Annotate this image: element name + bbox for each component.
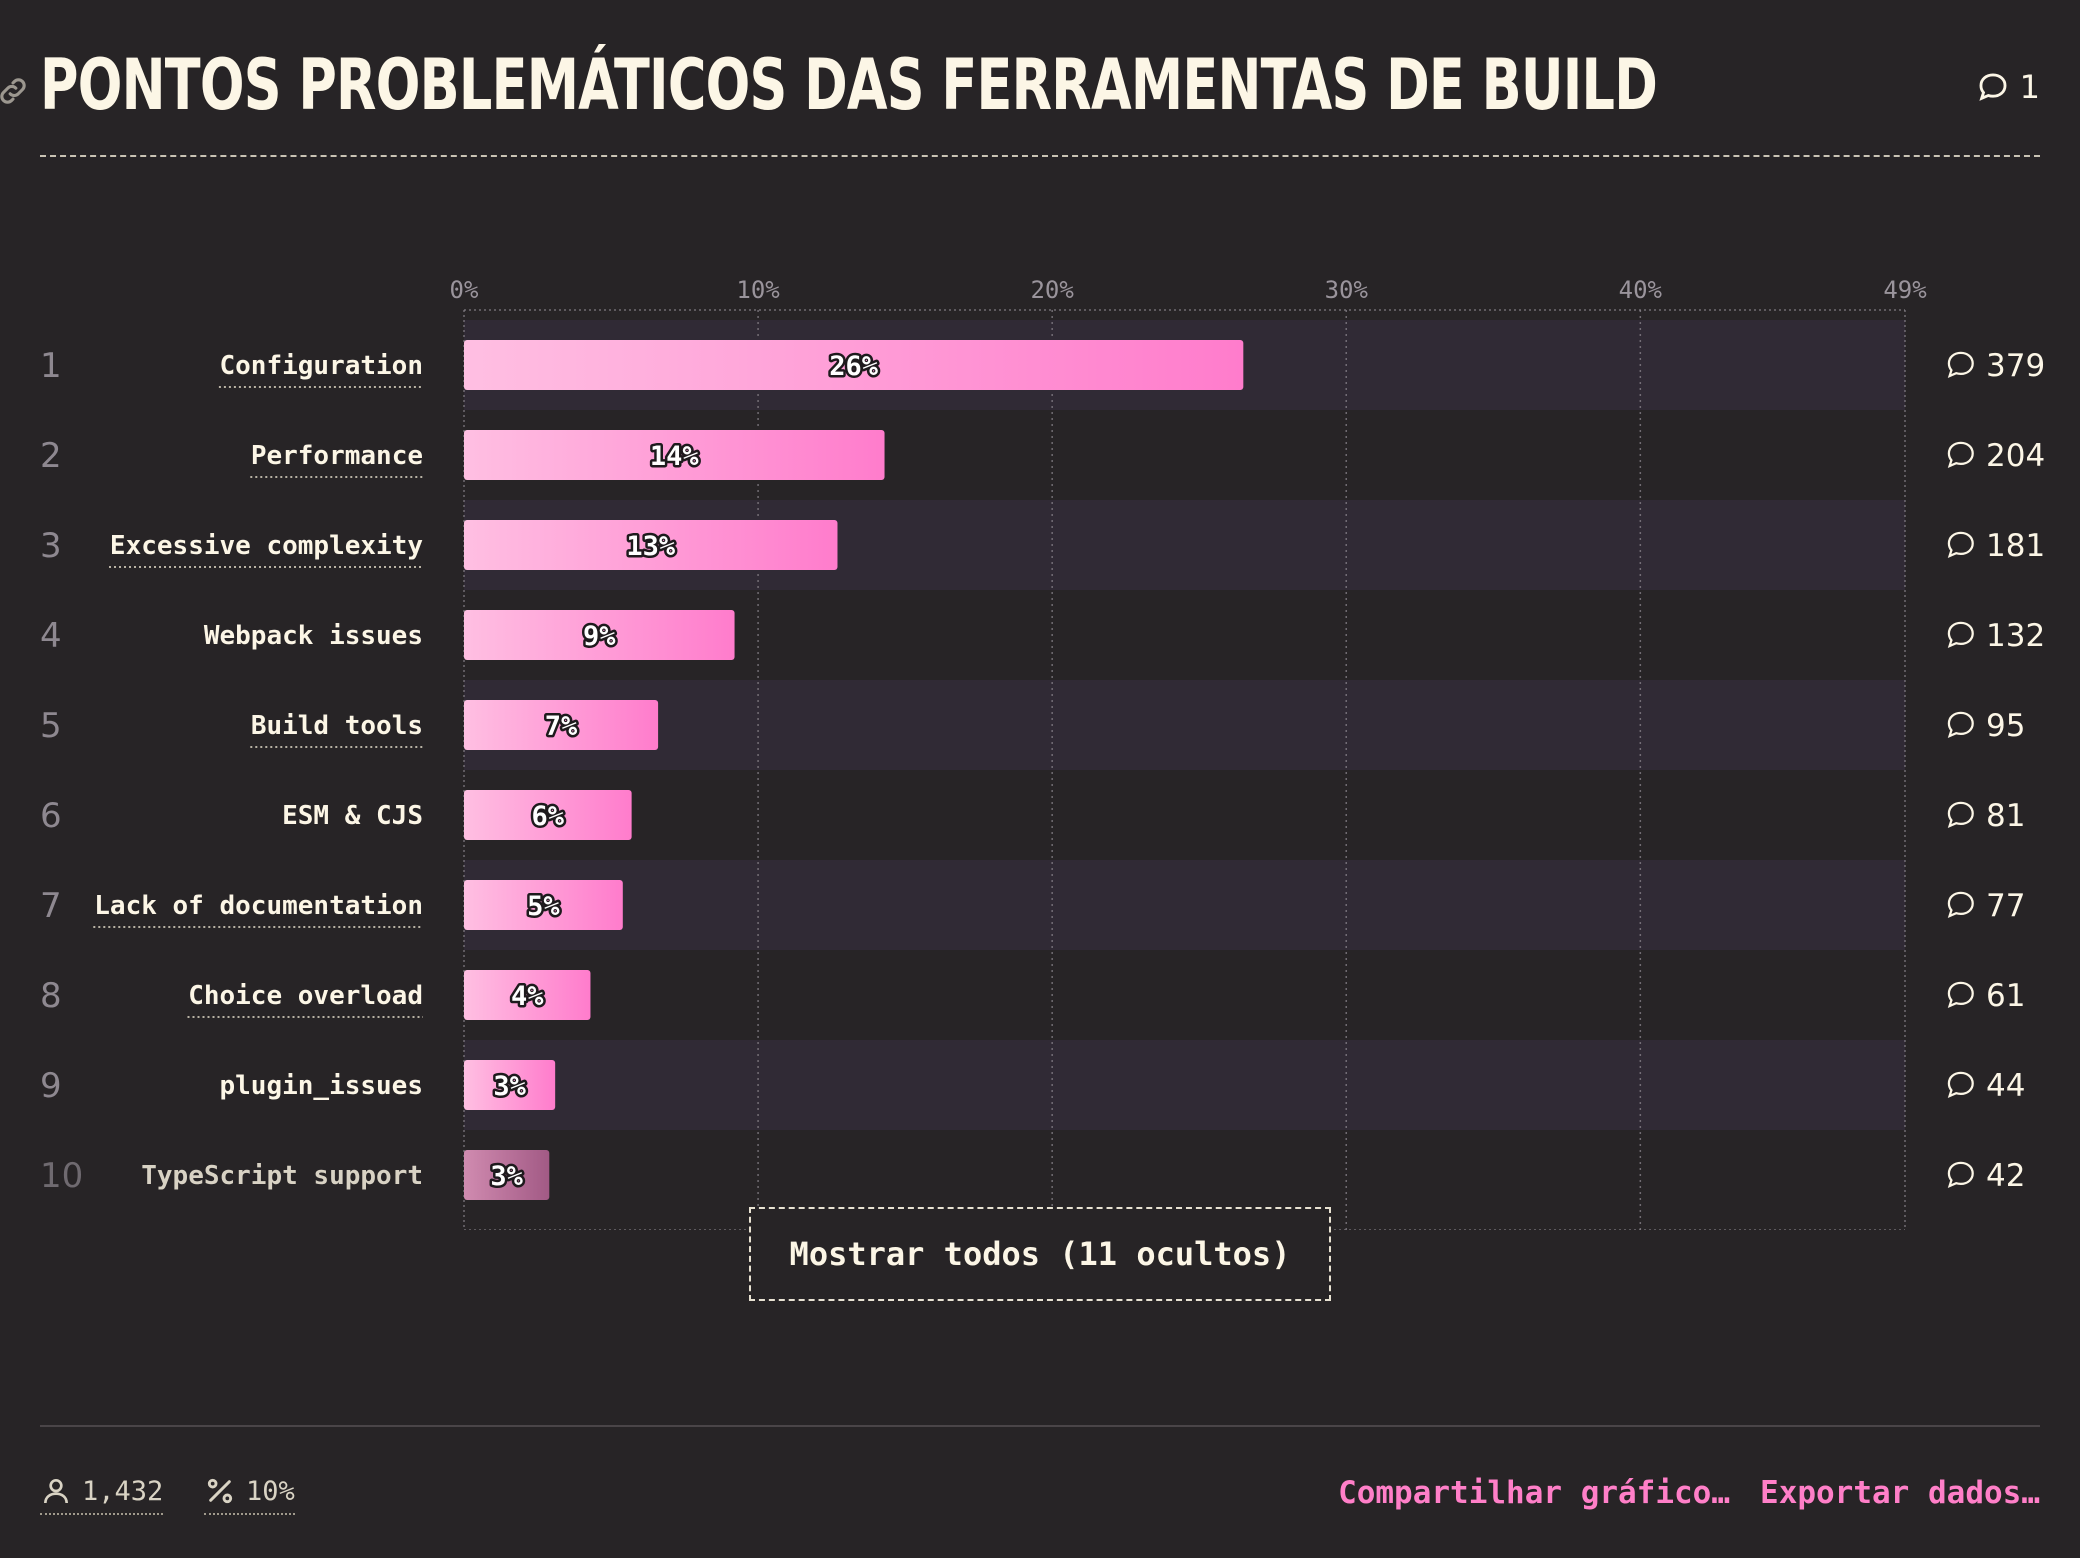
rank-label: 2	[40, 436, 62, 476]
category-label[interactable]: Configuration	[220, 351, 424, 381]
comment-count[interactable]: 379	[1986, 348, 2045, 384]
rank-label: 8	[40, 976, 62, 1016]
comment-icon	[1947, 1161, 1974, 1188]
percent-value: 10%	[246, 1475, 295, 1507]
row-comments-button[interactable]	[1947, 801, 1974, 828]
row-band	[464, 680, 1905, 770]
share-chart-link[interactable]: Compartilhar gráfico…	[1338, 1475, 1730, 1511]
row-comments-button[interactable]	[1947, 891, 1974, 918]
rank-label: 7	[40, 886, 62, 926]
bar[interactable]	[464, 700, 659, 750]
bar-value-label: 5%	[527, 891, 560, 922]
row-comments-button[interactable]	[1947, 531, 1974, 558]
comment-icon	[1947, 711, 1974, 738]
row-comments-button[interactable]	[1947, 351, 1974, 378]
percent-icon	[207, 1478, 233, 1504]
rank-label: 6	[40, 796, 62, 836]
comment-count[interactable]: 81	[1986, 798, 2025, 834]
comment-icon	[1947, 1071, 1974, 1098]
row-comments-button[interactable]	[1947, 1161, 1974, 1188]
comment-icon	[1947, 621, 1974, 648]
footer-divider	[40, 1425, 2040, 1427]
row-band	[464, 1040, 1905, 1130]
comment-count[interactable]: 132	[1986, 618, 2045, 654]
link-icon[interactable]	[0, 74, 30, 108]
bar[interactable]	[464, 520, 838, 570]
row-band	[464, 860, 1905, 950]
category-label[interactable]: Webpack issues	[204, 621, 423, 651]
bar-value-label: 14%	[650, 441, 700, 472]
tick-label-top: 49%	[1883, 276, 1927, 304]
chart-title: PONTOS PROBLEMÁTICOS DAS FERRAMENTAS DE …	[40, 44, 1658, 126]
category-label[interactable]: Excessive complexity	[110, 531, 423, 561]
export-data-link[interactable]: Exportar dados…	[1760, 1475, 2040, 1511]
percent-stat[interactable]: 10%	[204, 1475, 295, 1515]
comment-count[interactable]: 77	[1986, 888, 2025, 924]
row-comments-button[interactable]	[1947, 981, 1974, 1008]
user-icon	[44, 1479, 68, 1504]
comment-count[interactable]: 61	[1986, 978, 2025, 1014]
rank-label: 1	[40, 346, 62, 386]
bar-value-label: 4%	[511, 981, 544, 1012]
chart-footer: 1,432 10% Compartilhar gráfico… Exportar…	[40, 1465, 2040, 1525]
comment-count[interactable]: 204	[1986, 438, 2045, 474]
bar-value-label: 13%	[626, 531, 676, 562]
row-comments-button[interactable]	[1947, 441, 1974, 468]
bar-value-label: 3%	[493, 1071, 526, 1102]
bar[interactable]	[464, 1150, 550, 1200]
respondents-stat[interactable]: 1,432	[40, 1475, 164, 1515]
rank-label: 3	[40, 526, 62, 566]
chart-comment-count: 1	[2019, 68, 2040, 106]
bar-value-label: 6%	[532, 801, 565, 832]
title-divider	[40, 155, 2040, 157]
comment-count[interactable]: 44	[1986, 1068, 2025, 1104]
chart-header: PONTOS PROBLEMÁTICOS DAS FERRAMENTAS DE …	[0, 40, 2040, 158]
category-label[interactable]: ESM & CJS	[282, 801, 423, 831]
comment-count[interactable]: 181	[1986, 528, 2045, 564]
row-comments-button[interactable]	[1947, 1071, 1974, 1098]
bar-value-label: 9%	[583, 621, 616, 652]
tick-label-top: 10%	[736, 276, 780, 304]
comment-icon	[1947, 351, 1974, 378]
respondents-count: 1,432	[82, 1475, 164, 1507]
tick-label-top: 30%	[1325, 276, 1369, 304]
bar[interactable]	[464, 970, 591, 1020]
comment-icon	[1947, 531, 1974, 558]
category-label[interactable]: TypeScript support	[141, 1161, 423, 1191]
tick-label-top: 0%	[450, 276, 479, 304]
comment-icon	[1947, 981, 1974, 1008]
bar[interactable]	[464, 430, 885, 480]
bar[interactable]	[464, 1060, 556, 1110]
rank-label: 9	[40, 1066, 62, 1106]
show-all-button[interactable]: Mostrar todos (11 ocultos)	[749, 1207, 1331, 1301]
row-comments-button[interactable]	[1947, 711, 1974, 738]
category-label[interactable]: Performance	[251, 441, 423, 471]
category-label[interactable]: Choice overload	[188, 981, 423, 1011]
category-label[interactable]: plugin_issues	[220, 1071, 424, 1101]
comment-icon	[1947, 891, 1974, 918]
chart-comments-button[interactable]: 1	[1976, 68, 2040, 106]
comment-icon	[1947, 801, 1974, 828]
tick-label-top: 40%	[1619, 276, 1663, 304]
category-label[interactable]: Build tools	[251, 711, 423, 741]
comment-count[interactable]: 42	[1986, 1158, 2025, 1194]
rank-label: 5	[40, 706, 62, 746]
bar-chart: 0%0%10%10%20%20%30%30%40%40%49%49%1Confi…	[40, 276, 2045, 1230]
bar[interactable]	[464, 610, 735, 660]
rank-label: 10	[40, 1156, 83, 1196]
comment-icon	[1947, 441, 1974, 468]
rank-label: 4	[40, 616, 62, 656]
row-comments-button[interactable]	[1947, 621, 1974, 648]
bar-value-label: 7%	[545, 711, 578, 742]
bar[interactable]	[464, 880, 623, 930]
comment-count[interactable]: 95	[1986, 708, 2025, 744]
bar[interactable]	[464, 340, 1244, 390]
bar-value-label: 3%	[490, 1161, 523, 1192]
tick-label-top: 20%	[1030, 276, 1074, 304]
category-label[interactable]: Lack of documentation	[94, 891, 423, 921]
bar-value-label: 26%	[829, 351, 879, 382]
bar[interactable]	[464, 790, 632, 840]
comment-icon	[1979, 73, 2007, 101]
